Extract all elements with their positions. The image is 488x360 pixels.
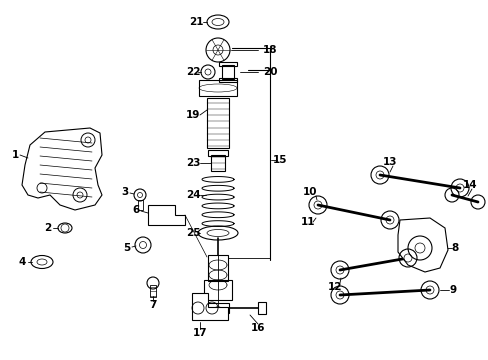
Text: 22: 22 — [185, 67, 200, 77]
Text: 17: 17 — [192, 328, 207, 338]
Text: 20: 20 — [262, 67, 277, 77]
Text: 14: 14 — [462, 180, 476, 190]
Text: 7: 7 — [149, 300, 156, 310]
Bar — [207, 255, 227, 281]
Polygon shape — [148, 205, 184, 225]
Text: 13: 13 — [382, 157, 396, 167]
Bar — [203, 280, 231, 300]
Text: 1: 1 — [11, 150, 19, 160]
Text: 5: 5 — [123, 243, 130, 253]
Bar — [219, 78, 237, 82]
Text: 15: 15 — [272, 155, 286, 165]
Text: 9: 9 — [448, 285, 456, 295]
Bar — [210, 155, 224, 171]
Bar — [206, 98, 228, 148]
Polygon shape — [192, 293, 227, 320]
Bar — [258, 302, 265, 314]
Text: 18: 18 — [262, 45, 277, 55]
Bar — [207, 150, 227, 156]
Bar — [222, 65, 234, 79]
Bar — [206, 303, 228, 313]
Text: 23: 23 — [185, 158, 200, 168]
Text: 11: 11 — [300, 217, 315, 227]
Bar — [137, 200, 142, 210]
Text: 10: 10 — [302, 187, 317, 197]
Text: 12: 12 — [327, 282, 342, 292]
Text: 19: 19 — [185, 110, 200, 120]
Text: 16: 16 — [250, 323, 264, 333]
Bar — [199, 80, 237, 96]
Bar — [219, 62, 237, 66]
Text: 3: 3 — [121, 187, 128, 197]
Text: 8: 8 — [450, 243, 458, 253]
Text: 25: 25 — [185, 228, 200, 238]
Polygon shape — [22, 128, 102, 210]
Text: 4: 4 — [18, 257, 26, 267]
Text: 2: 2 — [44, 223, 52, 233]
Bar — [150, 285, 156, 297]
Text: 21: 21 — [188, 17, 203, 27]
Text: 24: 24 — [185, 190, 200, 200]
Text: 6: 6 — [132, 205, 140, 215]
Polygon shape — [397, 218, 447, 272]
